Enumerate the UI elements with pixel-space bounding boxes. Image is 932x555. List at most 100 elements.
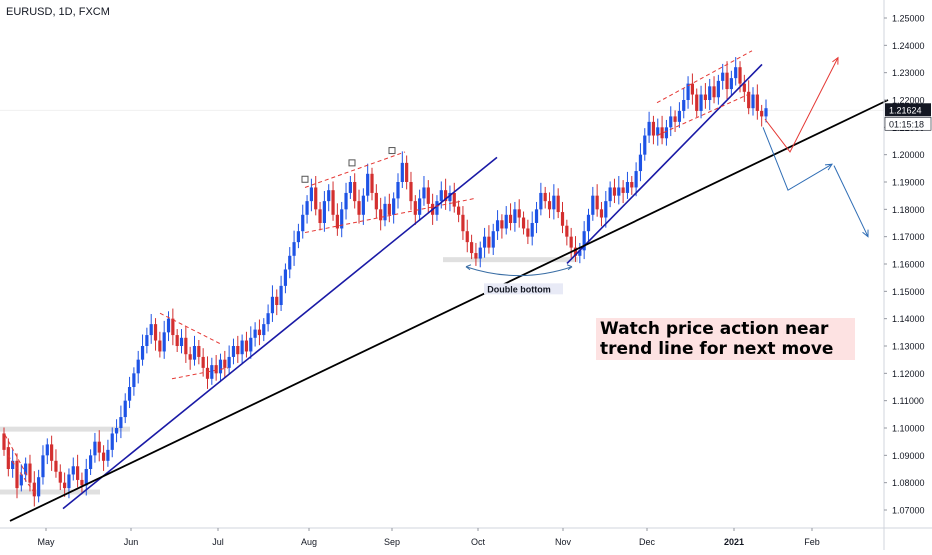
candle-body-up <box>301 214 305 232</box>
candle-body-up <box>305 201 309 215</box>
candle-body-down <box>469 242 474 254</box>
candle-body-down <box>521 217 526 229</box>
candle-body-up <box>262 324 266 336</box>
candle-body-up <box>435 201 439 215</box>
channel-dashed-line <box>304 197 476 234</box>
candle-body-down <box>612 187 617 196</box>
candle-body-up <box>643 135 647 155</box>
candle-body-down <box>556 195 560 213</box>
channel-dashed-line <box>159 312 223 346</box>
candle-body-up <box>625 182 630 193</box>
candle-body-down <box>565 225 569 237</box>
candle-body-up <box>231 346 236 357</box>
candle-body-up <box>88 455 93 469</box>
x-tick-label: Sep <box>384 537 400 547</box>
candle-body-down <box>314 187 318 210</box>
candle-body-up <box>240 340 244 355</box>
candle-body-down <box>188 354 192 360</box>
candle-body-up <box>495 220 500 232</box>
candle-body-up <box>708 86 712 100</box>
y-tick-label: 1.07000 <box>892 506 925 516</box>
candle-body-down <box>184 337 188 355</box>
candle-body-up <box>729 78 733 90</box>
candle-body-down <box>236 346 240 355</box>
y-tick-label: 1.17000 <box>892 232 925 242</box>
candle-body-up <box>448 192 452 202</box>
channel-dashed-line <box>4 434 29 478</box>
trendline-blue-1 <box>62 156 498 510</box>
candle-body-down <box>725 72 729 90</box>
double-bottom-arrow-right <box>566 264 573 271</box>
candle-body-down <box>413 201 417 215</box>
x-tick-label: Nov <box>555 537 572 547</box>
candle-body-down <box>461 214 465 232</box>
candle-body-down <box>214 365 218 374</box>
callout-line-2: trend line for next move <box>600 339 834 359</box>
candle-body-down <box>444 190 448 202</box>
candle-body-down <box>452 192 456 207</box>
candle-body-down <box>405 162 409 182</box>
candle-body-down <box>660 127 664 139</box>
candle-body-down <box>595 195 599 210</box>
callout-box: Watch price action near trend line for n… <box>596 318 855 360</box>
candle-body-up <box>638 154 643 172</box>
y-tick-label: 1.25000 <box>892 14 925 24</box>
candle-body-down <box>335 214 339 229</box>
y-tick-label: 1.20000 <box>892 150 925 160</box>
candle-body-down <box>409 182 413 202</box>
candle-body-up <box>179 337 184 346</box>
x-tick-label: Aug <box>301 537 317 547</box>
top-marker <box>301 175 309 183</box>
candle-body-up <box>45 444 49 456</box>
candle-body-up <box>604 201 608 218</box>
candle-body-down <box>318 209 322 223</box>
candle-body-up <box>552 195 556 210</box>
channel-dashed-line <box>7 455 36 494</box>
projection-red-arrow-head <box>832 56 839 65</box>
candle-body-up <box>309 187 313 202</box>
candle-body-up <box>617 187 621 196</box>
candle-body-up <box>266 313 270 325</box>
channel-dashed-line <box>304 151 406 188</box>
candle-body-down <box>101 452 106 461</box>
candle-body-down <box>500 220 504 229</box>
top-marker <box>388 147 396 155</box>
candle-body-up <box>396 182 400 199</box>
candle-body-down <box>703 94 707 100</box>
candle-body-up <box>71 466 75 475</box>
candle-body-up <box>37 477 41 497</box>
countdown-badge <box>884 116 932 131</box>
candle-body-up <box>149 324 153 336</box>
candle-body-up <box>340 209 344 229</box>
candle-body-up <box>114 428 119 434</box>
candle-body-down <box>80 479 84 486</box>
candle-body-down <box>379 209 383 221</box>
x-tick-label: Dec <box>639 537 656 547</box>
candle-body-down <box>58 471 62 483</box>
candle-body-down <box>547 201 552 210</box>
projection-blue-arrow-1 <box>762 127 833 191</box>
candle-body-up <box>288 255 292 270</box>
candle-body-up <box>664 127 669 139</box>
candle-body-up <box>582 231 586 251</box>
projection-blue-arrow-2-head <box>862 229 869 238</box>
trendline-black <box>9 99 889 522</box>
x-tick-label: Oct <box>471 537 486 547</box>
candle-body-up <box>418 198 422 215</box>
candle-body-down <box>6 447 10 469</box>
candle-body-down <box>573 247 578 256</box>
candle-body-down <box>517 209 521 218</box>
candle-body-up <box>249 337 253 352</box>
candle-body-down <box>353 182 357 202</box>
candle-body-down <box>695 94 699 111</box>
candle-body-down <box>457 206 461 215</box>
x-tick-label: Jun <box>124 537 139 547</box>
candle-body-up <box>539 192 543 210</box>
candle-body-up <box>67 474 71 489</box>
candle-body-down <box>673 116 677 122</box>
candle-body-up <box>656 127 660 136</box>
current-price-value: 1.21624 <box>889 105 922 115</box>
projection-red-arrow <box>764 57 839 153</box>
candle-body-up <box>734 67 738 79</box>
